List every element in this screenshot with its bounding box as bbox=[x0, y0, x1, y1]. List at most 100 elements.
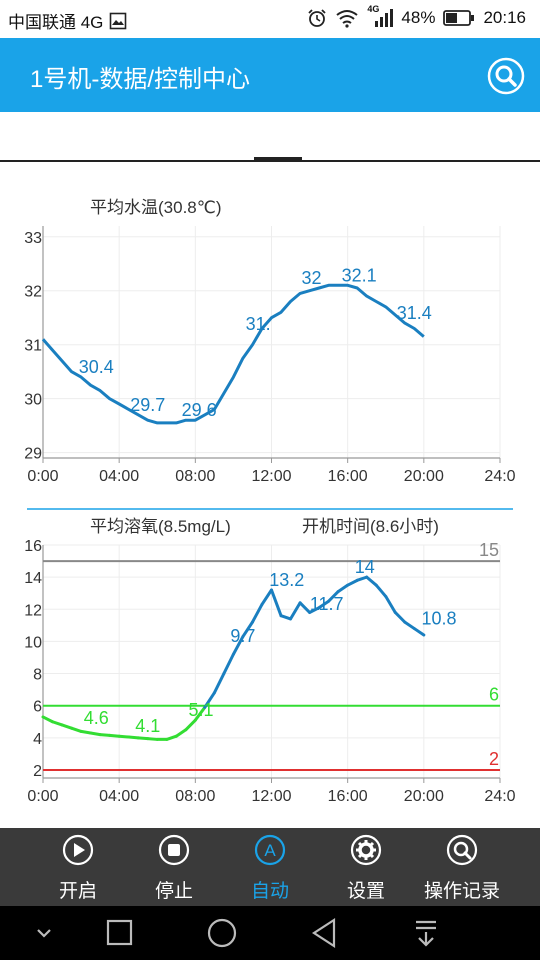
x-tick-label: 24:0 bbox=[484, 468, 515, 485]
chart-area: 平均水温(30.8℃) 29 30 31 32 33 0:00 04:00 08:00 12:00… bbox=[0, 162, 540, 828]
series-segment bbox=[41, 715, 55, 724]
series-segment bbox=[203, 691, 216, 709]
nav-log-label: 操作记录 bbox=[423, 881, 500, 902]
x-tick-label: 20:00 bbox=[404, 788, 444, 805]
nav-start-label: 开启 bbox=[58, 881, 97, 902]
series-segment bbox=[403, 620, 416, 631]
app-bar: 1号机-数据/控制中心 bbox=[0, 38, 540, 112]
series-segment bbox=[60, 723, 74, 730]
data-label: 31.4 bbox=[397, 303, 432, 323]
x-tick-label: 04:00 bbox=[99, 468, 139, 485]
series-segment bbox=[336, 583, 350, 594]
series-segment bbox=[250, 602, 264, 624]
y-tick-label: 2 bbox=[33, 763, 42, 780]
notification-pull-icon[interactable] bbox=[416, 920, 436, 947]
chart-title: 平均水温(30.8℃) bbox=[90, 198, 222, 217]
data-label: 11.7 bbox=[310, 594, 344, 614]
signal-icon: 4G bbox=[367, 4, 394, 28]
alarm-icon bbox=[308, 9, 327, 27]
y-tick-label: 32 bbox=[24, 284, 42, 301]
series-segment bbox=[298, 601, 312, 614]
series-segment bbox=[136, 736, 150, 741]
x-tick-label: 16:00 bbox=[328, 788, 368, 805]
series-segment bbox=[346, 578, 359, 587]
wifi-icon bbox=[336, 10, 359, 28]
x-tick-label: 08:00 bbox=[175, 468, 215, 485]
data-label: 29.7 bbox=[130, 395, 165, 415]
data-label: 9.7 bbox=[230, 626, 255, 646]
nav-settings-label: 设置 bbox=[346, 881, 385, 902]
tab-strip[interactable] bbox=[0, 112, 540, 162]
series-segment bbox=[117, 734, 131, 739]
stop-icon bbox=[158, 834, 190, 866]
series-segment bbox=[89, 731, 102, 737]
y-tick-label: 16 bbox=[24, 538, 42, 555]
y-tick-label: 12 bbox=[24, 602, 42, 619]
series-segment bbox=[79, 729, 93, 735]
data-label: 31. bbox=[246, 314, 271, 334]
series-segment bbox=[412, 627, 426, 637]
series-segment bbox=[260, 588, 273, 606]
network-badge: 4G bbox=[367, 4, 380, 14]
data-label: 32.1 bbox=[342, 265, 377, 285]
reference-line-label: 15 bbox=[479, 540, 499, 560]
back-icon[interactable] bbox=[311, 917, 336, 949]
status-bar: 中国联通 4G 4G 48% bbox=[0, 0, 540, 38]
collapse-icon[interactable] bbox=[37, 929, 51, 938]
x-tick-label: 04:00 bbox=[99, 788, 139, 805]
y-tick-label: 14 bbox=[24, 570, 42, 587]
y-tick-label: 33 bbox=[24, 230, 42, 247]
nav-stop-button[interactable]: 停止 bbox=[126, 828, 222, 906]
series-segment bbox=[270, 588, 283, 618]
recents-icon[interactable] bbox=[106, 919, 133, 946]
data-label: 10.8 bbox=[422, 609, 457, 629]
page-title: 1号机-数据/控制中心 bbox=[30, 66, 251, 93]
y-tick-label: 4 bbox=[33, 731, 42, 748]
data-label: 30.4 bbox=[79, 357, 114, 377]
nav-log-button[interactable]: 操作记录 bbox=[414, 828, 510, 906]
data-label: 29.6 bbox=[182, 400, 217, 420]
series-segment bbox=[98, 733, 112, 737]
search-icon[interactable] bbox=[487, 57, 525, 95]
series-segment bbox=[212, 672, 226, 695]
data-label: 32 bbox=[301, 268, 321, 288]
x-tick-label: 24:0 bbox=[484, 788, 515, 805]
nav-auto-label: 自动 bbox=[250, 881, 289, 902]
gear-icon bbox=[350, 834, 382, 866]
tab-indicator bbox=[254, 157, 302, 162]
series-segment bbox=[231, 635, 245, 656]
battery-percent: 48% bbox=[401, 8, 436, 27]
y-tick-label: 29 bbox=[24, 446, 42, 463]
system-nav-bar bbox=[0, 906, 540, 960]
series-segment bbox=[374, 583, 388, 598]
data-label: 4.1 bbox=[135, 716, 160, 736]
series-segment bbox=[127, 735, 140, 740]
series-segment bbox=[165, 734, 178, 741]
search-icon bbox=[446, 834, 478, 866]
series-segment bbox=[184, 718, 197, 732]
x-tick-label: 0:00 bbox=[27, 468, 58, 485]
series-segment bbox=[279, 614, 293, 621]
y-tick-label: 8 bbox=[33, 667, 42, 684]
chart-title: 平均溶氧(8.5mg/L) bbox=[90, 517, 231, 536]
nav-settings-button[interactable]: 设置 bbox=[318, 828, 414, 906]
series-segment bbox=[108, 733, 121, 738]
series-segment bbox=[222, 652, 235, 676]
clock-time: 20:16 bbox=[483, 8, 526, 27]
series-segment bbox=[174, 728, 188, 738]
series-segment bbox=[365, 575, 378, 587]
home-icon[interactable] bbox=[207, 918, 237, 948]
data-label: 13.2 bbox=[269, 570, 304, 590]
series-segment bbox=[193, 705, 207, 722]
y-tick-label: 10 bbox=[24, 634, 42, 651]
series-segment bbox=[70, 726, 83, 733]
series-segment bbox=[308, 606, 321, 614]
series-segment bbox=[393, 610, 407, 624]
series-segment bbox=[241, 620, 254, 639]
nav-start-button[interactable]: 开启 bbox=[30, 828, 126, 906]
x-tick-label: 12:00 bbox=[251, 788, 291, 805]
auto-icon: A bbox=[254, 834, 286, 866]
nav-stop-label: 停止 bbox=[154, 881, 193, 902]
nav-auto-button[interactable]: A 自动 bbox=[222, 828, 318, 906]
reference-line-label: 6 bbox=[489, 685, 499, 705]
